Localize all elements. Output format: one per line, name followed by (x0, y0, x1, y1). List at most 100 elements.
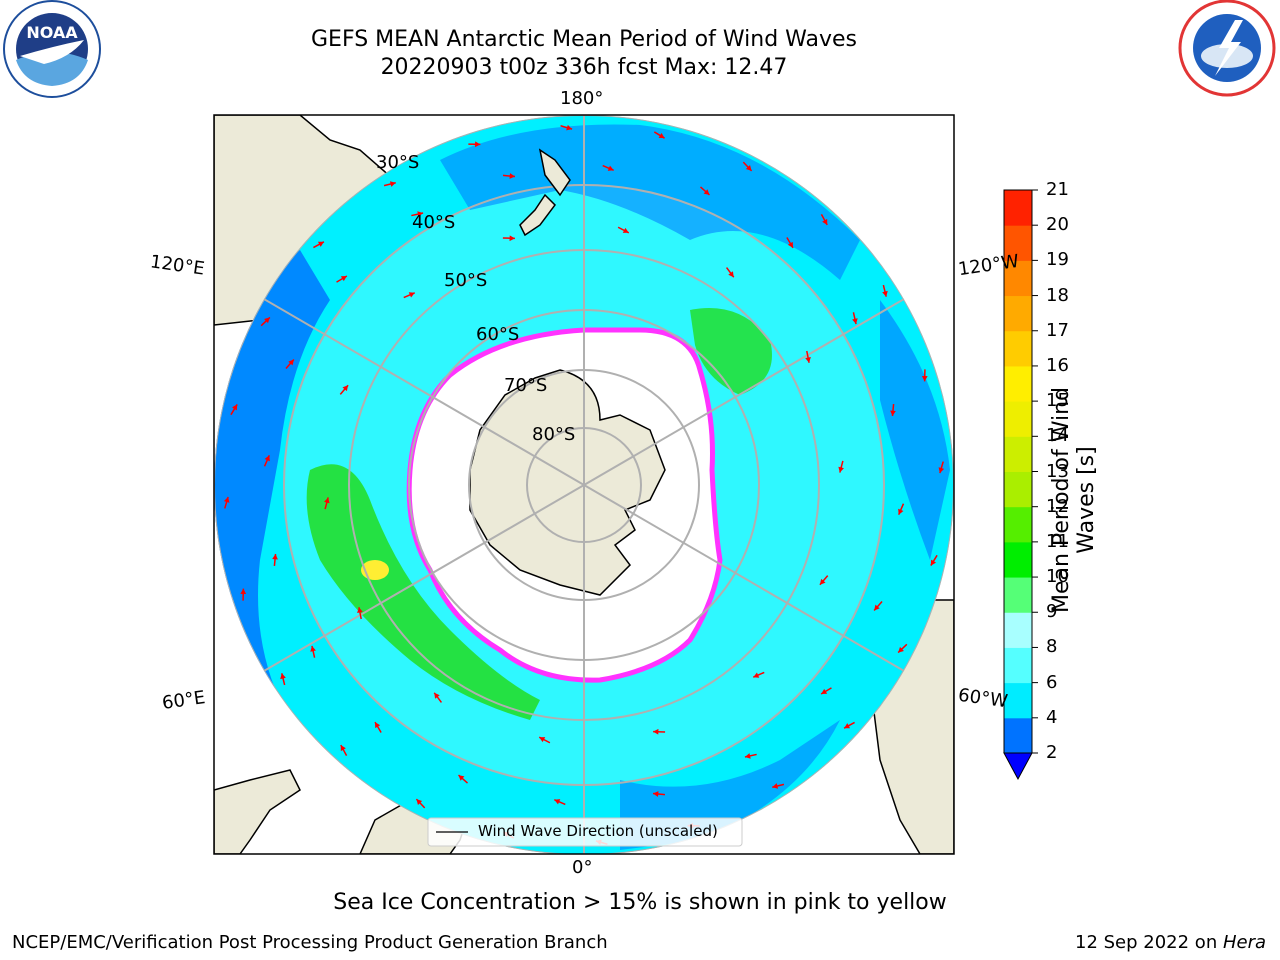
wave-direction-arrowhead (653, 728, 659, 735)
wave-direction-arrowhead (787, 241, 793, 248)
sea-ice-note: Sea Ice Concentration > 15% is shown in … (333, 890, 947, 915)
wave-direction-arrowhead (821, 688, 828, 694)
wave-direction-arrowhead (280, 673, 286, 680)
colorbar-tick-label: 20 (1046, 214, 1069, 236)
colorbar-tick-label: 12 (1046, 495, 1069, 517)
green-zone-southwest (306, 464, 540, 720)
wave-direction-arrowhead (416, 799, 423, 805)
wave-direction-arrowhead (434, 692, 440, 699)
wave-direction-arrowhead (509, 235, 515, 242)
blue-zone-east (880, 300, 950, 560)
colorbar-segment (1004, 225, 1032, 261)
wave-direction-arrowhead (607, 165, 614, 171)
wave-direction-arrowhead (921, 376, 928, 382)
wave-direction-arrowhead (342, 385, 349, 392)
wave-direction-arrowhead (408, 292, 415, 298)
footer-run-date: 12 Sep 2022 on Hera (1075, 932, 1266, 953)
title-line-1: GEFS MEAN Antarctic Mean Period of Wind … (311, 27, 857, 52)
wave-direction-arrowhead (357, 607, 363, 613)
wave-direction-arrowhead (898, 508, 904, 515)
wave-direction-arrowhead (340, 276, 347, 282)
wave-direction-arrowhead (653, 791, 659, 797)
colorbar-tick-label: 15 (1046, 390, 1069, 412)
colorbar-tick-label: 4 (1046, 706, 1058, 728)
wave-direction-arrowhead (728, 271, 734, 278)
wave-direction-arrowhead (658, 132, 665, 139)
colorbar-tick-label: 8 (1046, 636, 1058, 658)
wave-direction-arrowhead (231, 404, 238, 411)
wave-direction-arrowhead (324, 497, 330, 504)
colorbar-segment (1004, 506, 1032, 543)
wave-direction-arrowhead (745, 165, 752, 171)
wave-direction-arrowhead (819, 578, 826, 585)
wave-direction-arrowhead (753, 672, 760, 678)
colorbar-tick-label: 18 (1046, 284, 1069, 306)
colorbar-tick-label: 16 (1046, 354, 1069, 376)
green-zone-northeast (690, 308, 772, 395)
map-axes-frame (213, 114, 955, 855)
lon-label-180: 180° (560, 88, 604, 109)
colorbar-segment (1004, 260, 1032, 297)
wave-direction-arrowhead (898, 646, 904, 653)
africa-land (214, 769, 301, 854)
wave-direction-arrowhead (838, 466, 844, 473)
wave-direction-arrowhead (458, 775, 465, 781)
wave-direction-arrowhead (554, 799, 561, 805)
colorbar-tick-label: 9 (1046, 601, 1058, 623)
footer-credit: NCEP/EMC/Verification Post Processing Pr… (12, 932, 608, 953)
wave-direction-arrowhead (539, 737, 546, 743)
wave-direction-arrowhead (317, 241, 324, 247)
wave-direction-arrowhead (930, 559, 937, 566)
wave-direction-arrowhead (310, 645, 316, 652)
lat-label-60s: 60°S (476, 324, 520, 345)
colorbar-tick-label: 13 (1046, 460, 1069, 482)
wave-direction-arrowhead (264, 455, 270, 462)
colorbar-segment (1004, 365, 1032, 402)
lat-label-30s: 30°S (376, 152, 420, 173)
new-zealand-land (519, 148, 571, 237)
lat-label-40s: 40°S (412, 212, 456, 233)
colorbar-segment (1004, 436, 1032, 472)
wave-direction-arrowhead (938, 467, 945, 474)
colorbar-segment (1004, 647, 1032, 684)
wave-direction-arrowhead (844, 723, 851, 729)
wave-direction-arrowhead (852, 318, 858, 325)
colorbar-segment (1004, 190, 1032, 226)
yellow-max-patch (361, 560, 389, 580)
wave-direction-arrowhead (417, 211, 424, 217)
wave-direction-arrowhead (874, 604, 880, 611)
colorbar-tick-label: 17 (1046, 319, 1069, 341)
lon-label-0: 0° (572, 857, 593, 878)
wave-direction-arrowhead (272, 554, 278, 560)
colorbar-segment (1004, 401, 1032, 437)
wave-direction-arrowhead (622, 227, 629, 233)
footer-date: 12 Sep 2022 on (1075, 932, 1223, 953)
colorbar-tick-label: 11 (1046, 530, 1069, 552)
colorbar-segment (1004, 682, 1032, 719)
colorbar-segment (1004, 612, 1032, 648)
colorbar-segment (1004, 577, 1032, 613)
colorbar-segment (1004, 471, 1032, 508)
wave-direction-arrowhead (509, 173, 515, 179)
wave-direction-arrowhead (890, 410, 896, 416)
footer-host: Hera (1222, 932, 1266, 953)
graticule (214, 115, 954, 854)
colorbar-tick-label: 6 (1046, 671, 1058, 693)
colorbar-segment (1004, 330, 1032, 367)
wave-direction-arrowhead (822, 218, 828, 225)
colorbar-tick-label: 2 (1046, 742, 1058, 763)
wave-direction-arrowhead (744, 753, 751, 759)
wave-direction-arrowhead (566, 124, 573, 131)
lat-label-70s: 70°S (504, 375, 548, 396)
wave-direction-arrowhead (223, 496, 230, 503)
blue-zone-west (214, 250, 330, 720)
wave-direction-arrowhead (772, 783, 779, 789)
title-line-2: 20220903 t00z 336h fcst Max: 12.47 (380, 55, 788, 80)
colorbar-tick-label: 21 (1046, 179, 1069, 200)
wave-direction-arrowhead (240, 588, 247, 594)
wave-direction-arrowhead (375, 722, 381, 729)
wave-direction-arrowhead (288, 359, 294, 366)
colorbar-extend-triangle (1003, 752, 1033, 781)
lat-label-50s: 50°S (444, 270, 488, 291)
noaa-logo: NOAA (3, 0, 101, 98)
